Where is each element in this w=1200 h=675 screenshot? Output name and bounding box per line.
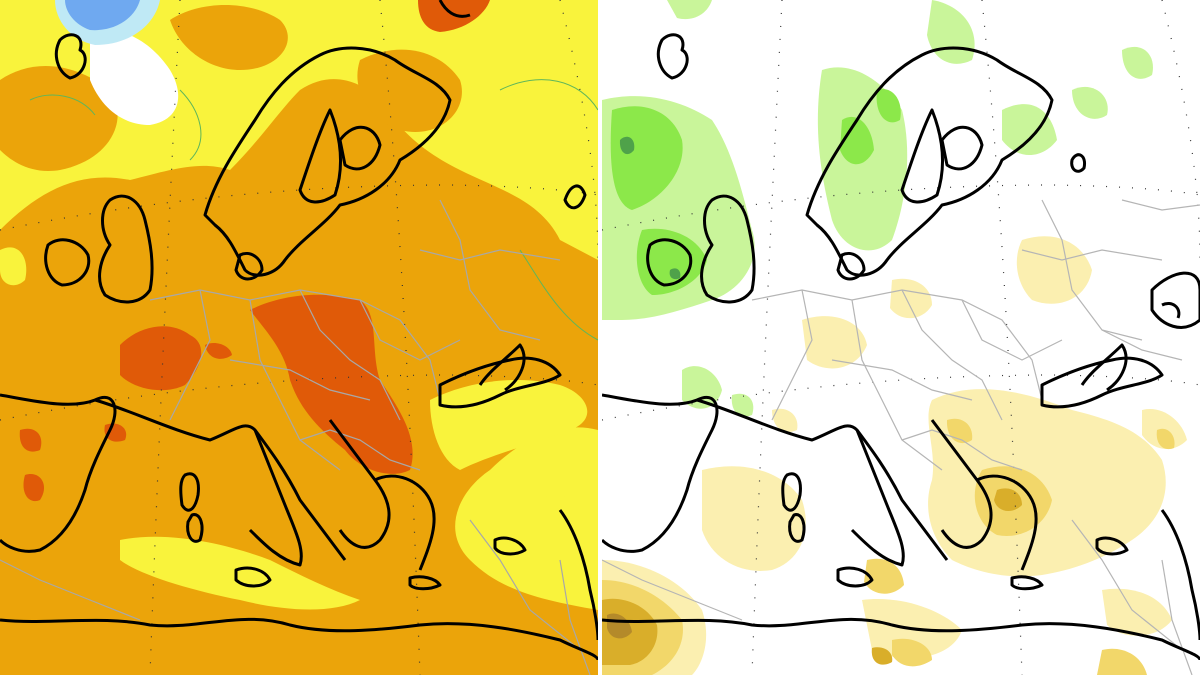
anomaly-field-low <box>0 247 588 610</box>
temperature-anomaly-map <box>0 0 598 675</box>
panel-divider <box>598 0 602 675</box>
contour-lines <box>29 79 598 341</box>
coastlines <box>0 0 598 661</box>
anomaly-field-high <box>19 0 490 502</box>
country-borders <box>0 199 591 675</box>
precipitation-anomaly-map <box>602 0 1200 675</box>
cold-anomaly-area <box>55 0 179 125</box>
coastlines <box>602 33 1200 661</box>
temperature-anomaly-panel <box>0 0 598 675</box>
country-borders <box>602 199 1200 675</box>
precipitation-anomaly-panel <box>602 0 1200 675</box>
wet-anomaly-strong <box>619 136 681 280</box>
